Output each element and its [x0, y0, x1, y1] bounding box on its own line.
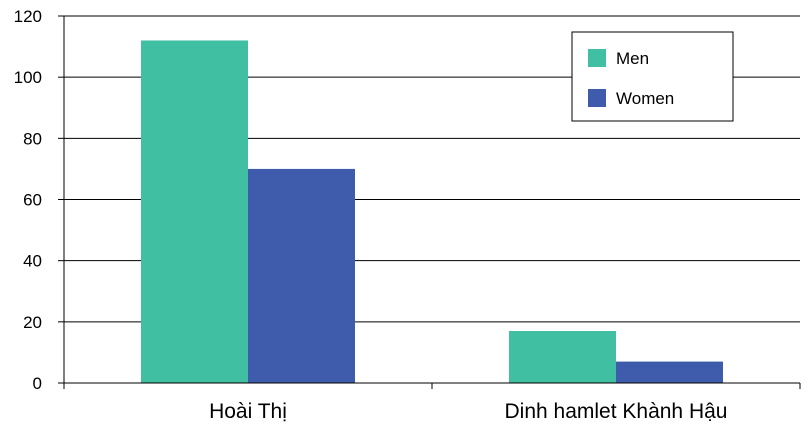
legend-label-women: Women: [616, 89, 674, 108]
bar-men-1: [141, 40, 248, 383]
y-tick-label: 60: [23, 191, 42, 210]
y-tick-label: 100: [14, 68, 42, 87]
bar-women-1: [248, 168, 355, 383]
y-tick-label: 80: [23, 129, 42, 148]
x-category-label: Hoài Thị: [209, 400, 287, 423]
y-tick-labels: 0 20 40 60 80 100 120: [14, 7, 42, 393]
y-tick-label: 120: [14, 7, 42, 26]
legend-swatch-men: [588, 49, 606, 67]
legend-label-men: Men: [616, 49, 649, 68]
axes: [58, 15, 801, 389]
x-category-labels: Hoài Thị Dinh hamlet Khành Hậu: [209, 400, 727, 423]
legend-swatch-women: [588, 89, 606, 107]
bar-women-2: [616, 361, 723, 383]
y-tick-label: 20: [23, 313, 42, 332]
y-tick-label: 0: [33, 374, 42, 393]
bars: [141, 40, 723, 383]
x-category-label: Dinh hamlet Khành Hậu: [505, 400, 728, 423]
bar-men-2: [509, 331, 616, 383]
y-tick-label: 40: [23, 252, 42, 271]
legend: Men Women: [571, 31, 734, 122]
